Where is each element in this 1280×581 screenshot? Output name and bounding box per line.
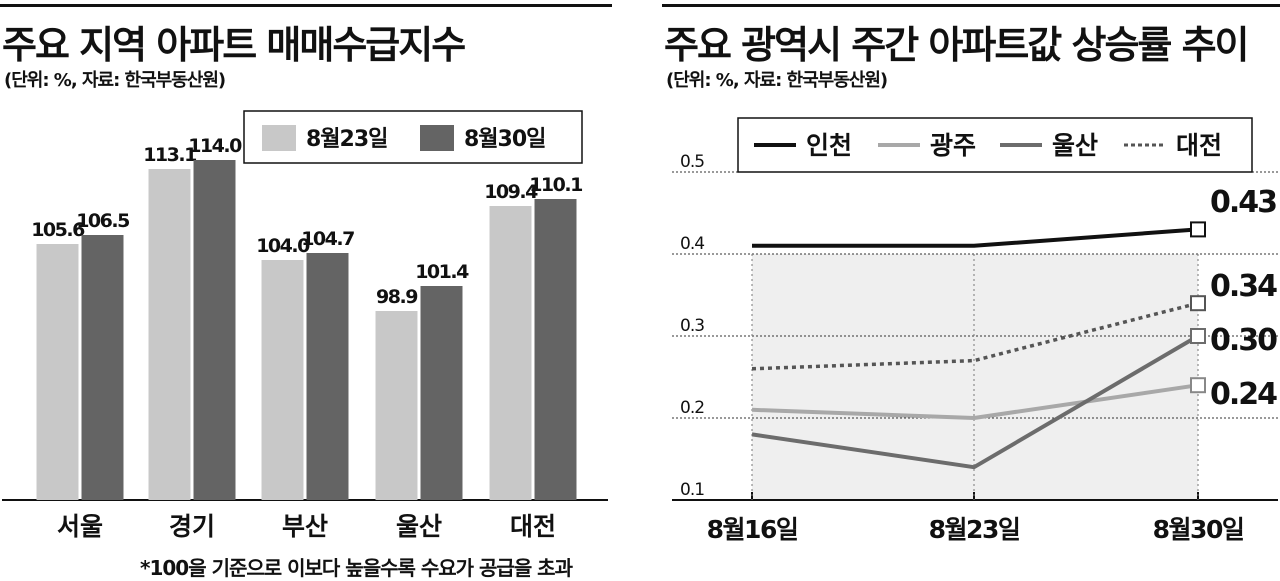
legend-label: 8월30일	[464, 127, 545, 152]
legend-label: 울산	[1052, 131, 1098, 160]
legend-label: 8월23일	[306, 127, 387, 152]
end-label: 0.24	[1210, 377, 1277, 412]
series-line	[751, 383, 1199, 420]
data-label: 114.0	[188, 135, 242, 157]
end-label: 0.34	[1210, 269, 1277, 304]
right-chart-panel: 주요 광역시 주간 아파트값 상승률 추이 (단위: %, 자료: 한국부동산원…	[662, 0, 1280, 580]
bar	[306, 253, 349, 500]
data-label: 106.5	[76, 210, 129, 232]
data-label: 104.0	[256, 235, 310, 257]
y-tick-label: 0.1	[680, 480, 704, 500]
end-label: 0.43	[1210, 185, 1276, 220]
legend-label: 인천	[806, 131, 852, 160]
left-chart-panel: 주요 지역 아파트 매매수급지수 (단위: %, 자료: 한국부동산원) 105…	[0, 0, 612, 580]
top-rule	[0, 4, 612, 7]
bar	[36, 244, 79, 500]
data-label: 109.4	[484, 181, 538, 203]
legend-label: 대전	[1176, 131, 1222, 160]
legend-swatch	[262, 125, 296, 151]
chart-subtitle: (단위: %, 자료: 한국부동산원)	[4, 70, 226, 91]
bar	[193, 160, 236, 500]
bar	[420, 286, 463, 500]
end-marker	[1190, 295, 1206, 312]
end-marker	[1190, 328, 1206, 344]
x-tick-label: 서울	[57, 512, 103, 541]
top-rule	[662, 4, 1280, 7]
legend-box	[737, 117, 1253, 173]
bar	[489, 206, 532, 500]
data-label: 104.7	[301, 228, 354, 250]
x-tick-label: 대전	[510, 512, 556, 541]
bar	[81, 235, 124, 500]
data-label: 110.1	[529, 174, 582, 196]
data-label: 105.6	[31, 219, 85, 241]
bar	[148, 169, 191, 500]
chart-title: 주요 지역 아파트 매매수급지수	[2, 23, 466, 67]
x-tick-label: 부산	[282, 512, 328, 541]
end-label: 0.30	[1210, 323, 1277, 358]
y-tick-label: 0.4	[680, 234, 704, 254]
bar	[375, 311, 418, 500]
bar	[261, 260, 304, 500]
plot-area	[752, 254, 1198, 500]
legend-swatch	[420, 125, 454, 151]
data-label: 101.4	[415, 261, 469, 283]
chart-subtitle: (단위: %, 자료: 한국부동산원)	[666, 70, 888, 91]
chart-footnote: *100을 기준으로 이보다 높을수록 수요가 공급을 초과	[140, 556, 573, 580]
line-chart: 0.1 0.2 0.3 0.4 0.5 8월16일 8월23일 8월30일 0.43 0.24 0.…	[672, 117, 1279, 544]
x-tick-label: 8월30일	[1153, 515, 1244, 544]
x-tick-label: 8월16일	[707, 515, 798, 544]
x-tick-label: 8월23일	[929, 515, 1020, 544]
end-marker	[1190, 221, 1206, 238]
end-marker	[1190, 377, 1206, 394]
y-tick-label: 0.2	[680, 398, 704, 418]
x-tick-label: 울산	[396, 512, 442, 541]
series-line	[752, 227, 1199, 248]
legend-label: 광주	[930, 131, 976, 160]
series-line	[751, 301, 1199, 371]
bar	[534, 199, 577, 500]
legend-box	[243, 110, 583, 164]
data-label: 113.1	[143, 144, 196, 166]
data-label: 98.9	[376, 286, 417, 308]
y-tick-label: 0.5	[680, 152, 704, 172]
series-line	[751, 334, 1200, 470]
x-tick-label: 경기	[169, 512, 215, 541]
y-tick-label: 0.3	[680, 316, 704, 336]
chart-title: 주요 광역시 주간 아파트값 상승률 추이	[664, 23, 1250, 67]
